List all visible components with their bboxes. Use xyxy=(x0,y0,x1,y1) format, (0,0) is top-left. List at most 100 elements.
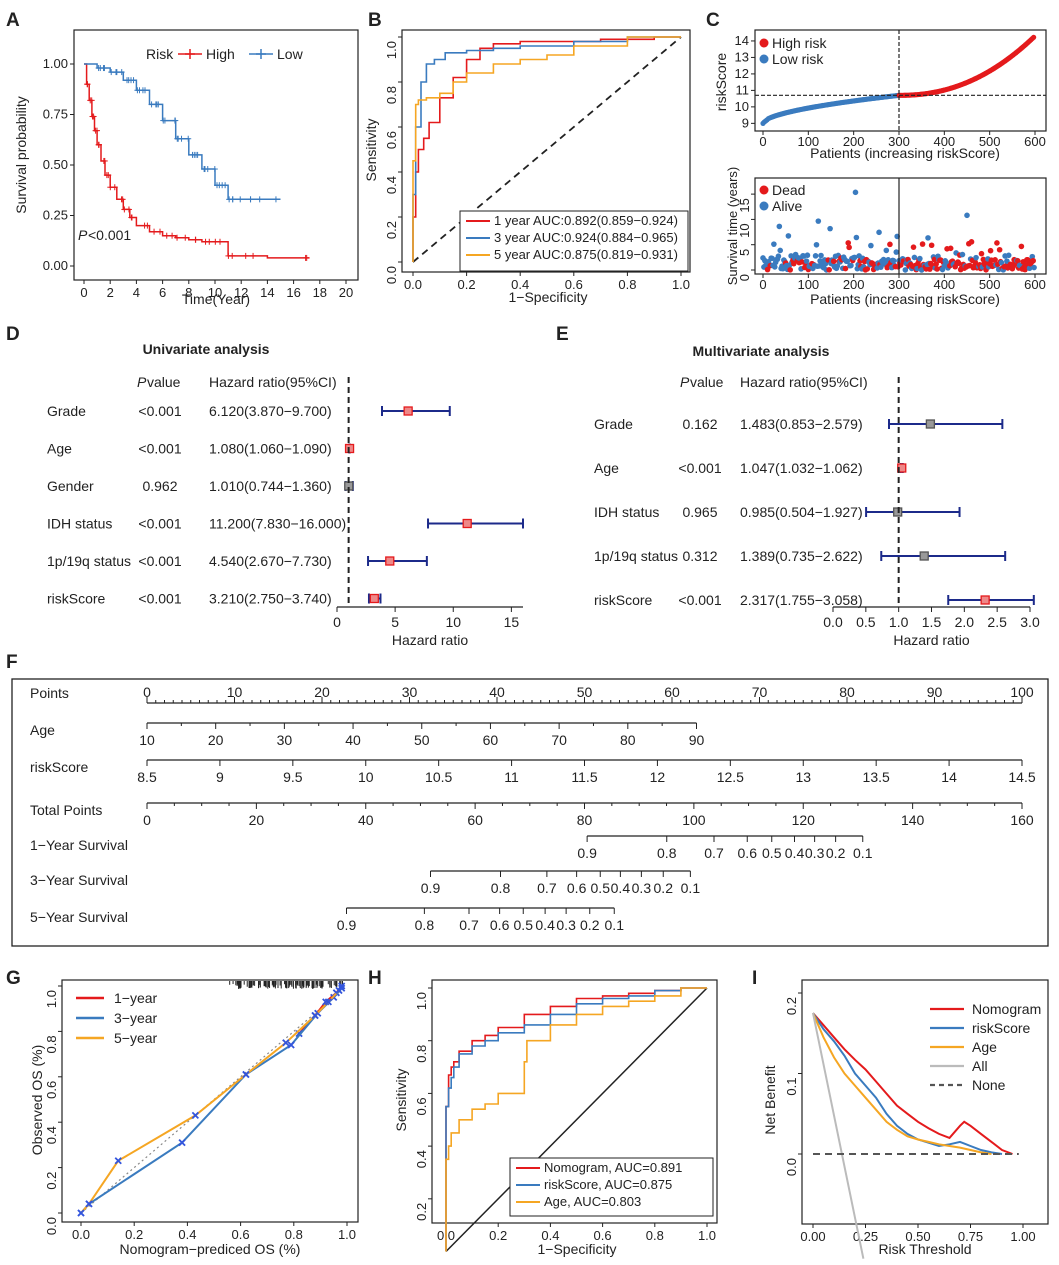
panel-label-G: G xyxy=(6,968,21,989)
rocH-legend-box xyxy=(509,1157,714,1217)
nomogram-tick-label: 0 xyxy=(143,684,151,700)
forestE-hr-box xyxy=(925,419,936,429)
calib-marker xyxy=(77,1209,85,1217)
c2-point xyxy=(771,264,778,270)
nomogram-tick-label: 0.6 xyxy=(567,880,587,896)
nomogram-tick-label: 80 xyxy=(839,684,855,700)
rocH-xlabel: 1−Specificity xyxy=(538,1241,617,1257)
nomogram-tick-label: 0.6 xyxy=(490,917,510,933)
nomogram-tick-label: 0.8 xyxy=(491,880,511,896)
calib-xtick-label: 0.4 xyxy=(178,1227,196,1242)
forestE-xlabel: Hazard ratio xyxy=(893,632,969,648)
forestD-hr-box xyxy=(403,406,413,416)
calib-marker xyxy=(287,1041,295,1049)
rocB-legend-box xyxy=(459,210,689,272)
c2-point xyxy=(1005,252,1012,259)
forestD-row-hr: 1.080(1.060−1.090) xyxy=(209,441,332,457)
calib-marker xyxy=(322,998,330,1006)
forestE-row-label: Grade xyxy=(594,416,633,432)
calib-xtick-label: 0.8 xyxy=(285,1227,303,1242)
nomogram-tick-label: 40 xyxy=(358,812,374,828)
nomogram-tick-label: 0.3 xyxy=(632,880,652,896)
nomogram-tick-label: 11 xyxy=(504,769,519,785)
rocH-curve-2 xyxy=(445,987,707,1252)
nomogram-row-label: 5−Year Survival xyxy=(30,909,128,925)
calib-ytick-label: 0.8 xyxy=(44,1035,59,1053)
rocB-xtick-label: 1.0 xyxy=(672,277,690,292)
nomogram-tick-label: 80 xyxy=(577,812,593,828)
nomogram-tick-label: 100 xyxy=(1010,684,1034,700)
c2-point xyxy=(968,239,975,245)
nomogram-tick-label: 60 xyxy=(664,684,680,700)
c2-point xyxy=(893,249,900,255)
rocB-xtick-label: 0.4 xyxy=(511,277,529,292)
c2-point xyxy=(845,240,852,246)
nomogram-tick-label: 20 xyxy=(249,812,265,828)
nomogram-row-label: 1−Year Survival xyxy=(30,837,128,853)
dca-xlabel: Risk Threshold xyxy=(878,1241,971,1257)
nomogram-tick-label: 0.8 xyxy=(415,917,435,933)
c1-xtick-label: 200 xyxy=(843,134,865,149)
forestE-col-hr: Hazard ratio(95%CI) xyxy=(740,374,868,390)
km-xtick-label: 0 xyxy=(80,285,87,300)
panel-label-E: E xyxy=(556,324,569,345)
c1-legend-label-0: High risk xyxy=(772,35,827,51)
dca-ylabel: Net Benefit xyxy=(762,1065,778,1134)
c1-legend-dot xyxy=(759,54,769,64)
c2-point xyxy=(947,245,954,252)
nomogram-tick-label: 10.5 xyxy=(425,769,452,785)
c2-legend-dot xyxy=(759,201,769,211)
c2-point xyxy=(787,267,793,273)
km-xtick-label: 16 xyxy=(286,285,300,300)
km-pvalue-p: P xyxy=(78,227,88,243)
c2-point xyxy=(1030,257,1036,264)
c2-point xyxy=(834,263,841,269)
c2-point xyxy=(931,256,938,263)
forestE-hr-box xyxy=(919,551,929,561)
rocH-legend-label-0: Nomogram, AUC=0.891 xyxy=(544,1160,682,1175)
forestE-xtick-label: 0.0 xyxy=(823,614,843,630)
nomogram-tick-label: 0.7 xyxy=(704,845,724,861)
rocB-xtick-label: 0.0 xyxy=(404,277,422,292)
c2-point xyxy=(994,240,1000,246)
c1-frame xyxy=(754,29,1047,132)
c2-point xyxy=(818,252,824,259)
c2-point xyxy=(771,241,777,247)
forestD-row-label: Gender xyxy=(47,478,94,494)
c2-legend-label-1: Alive xyxy=(772,198,803,214)
forestE-xtick-label: 2.0 xyxy=(955,614,975,630)
c2-point xyxy=(973,254,979,261)
forestE-row-p: <0.001 xyxy=(678,592,721,608)
c2-point xyxy=(919,241,926,247)
c2-point xyxy=(853,234,860,241)
c2-xtick-label: 200 xyxy=(843,277,865,292)
panel-label-A: A xyxy=(6,10,20,31)
calib-frame xyxy=(61,979,359,1223)
km-xlabel: Time(Year) xyxy=(182,291,250,307)
c2-point xyxy=(851,254,858,261)
nomogram-frame xyxy=(11,678,1049,947)
rocB-curve-2 xyxy=(412,36,681,262)
rocB-frame xyxy=(401,29,691,273)
rocB-xtick-label: 0.8 xyxy=(618,277,636,292)
forestD-xtick-label: 5 xyxy=(391,614,399,630)
nomogram-tick-label: 0.5 xyxy=(762,845,782,861)
nomogram-tick-label: 14.5 xyxy=(1008,769,1035,785)
rocH-ylabel: Sensitivity xyxy=(393,1068,409,1131)
c1-ytick-label: 13 xyxy=(735,49,749,64)
calib-marker xyxy=(311,1011,319,1020)
km-xtick-label: 2 xyxy=(107,285,114,300)
dca-xtick-label: 0.00 xyxy=(800,1229,825,1244)
calib-ytick-label: 0.0 xyxy=(44,1217,59,1235)
rocB-ytick-label: 0.0 xyxy=(384,266,399,284)
c1-xtick-label: 500 xyxy=(979,134,1001,149)
rocB-ytick-label: 0.2 xyxy=(384,221,399,239)
rocH-curve-0 xyxy=(445,987,707,1252)
c2-point xyxy=(890,257,897,264)
c2-point xyxy=(776,223,783,230)
km-xtick-label: 12 xyxy=(234,285,248,300)
calib-ytick-label: 0.6 xyxy=(44,1081,59,1099)
forestE-row-p: 0.162 xyxy=(682,416,717,432)
dca-curve-1 xyxy=(812,1012,1003,1155)
